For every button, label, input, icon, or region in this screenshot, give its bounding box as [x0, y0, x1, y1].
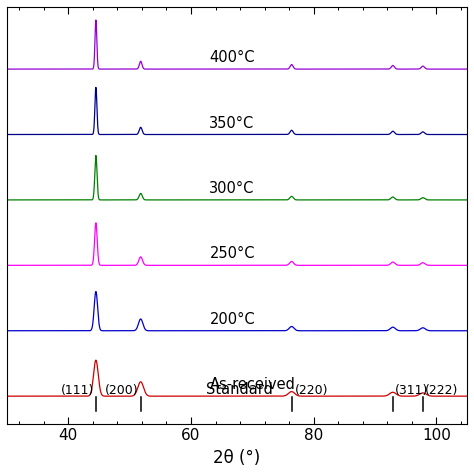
Text: 250°C: 250°C [210, 246, 255, 261]
Text: (111): (111) [61, 384, 94, 397]
X-axis label: 2θ (°): 2θ (°) [213, 449, 261, 467]
Text: (220): (220) [295, 384, 328, 397]
Text: (311): (311) [395, 384, 428, 397]
Text: (222): (222) [425, 384, 458, 397]
Text: As-received: As-received [210, 377, 295, 392]
Text: 300°C: 300°C [210, 181, 255, 196]
Text: 350°C: 350°C [210, 116, 255, 130]
Text: 400°C: 400°C [210, 50, 255, 65]
Text: Standard: Standard [206, 382, 273, 397]
Text: 200°C: 200°C [210, 312, 255, 327]
Text: (200): (200) [105, 384, 139, 397]
